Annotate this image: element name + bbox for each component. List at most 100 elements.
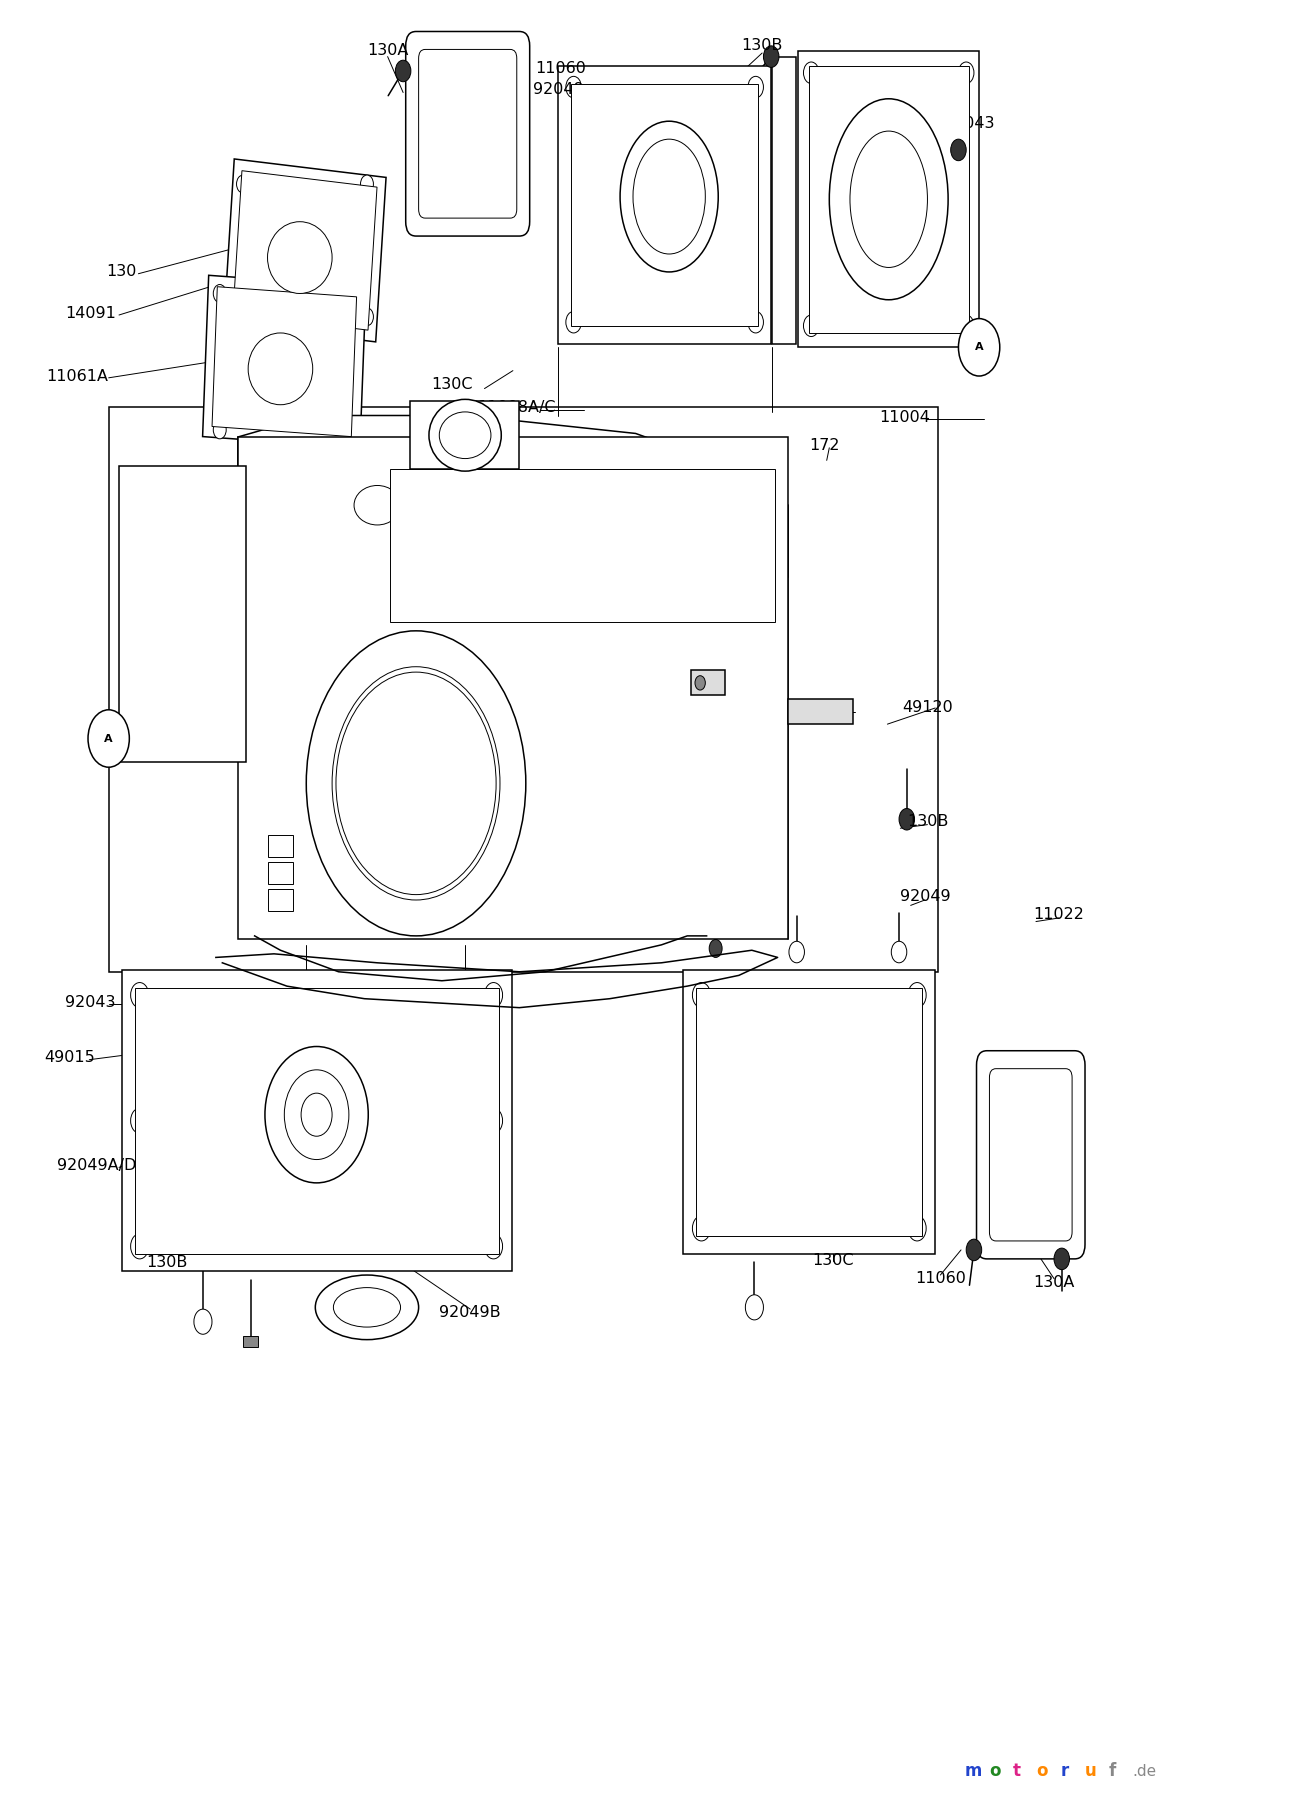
Text: .de: .de	[1132, 1764, 1156, 1778]
Circle shape	[148, 1051, 161, 1069]
FancyBboxPatch shape	[243, 1336, 258, 1346]
Circle shape	[578, 202, 589, 216]
Ellipse shape	[267, 221, 332, 293]
Text: 11004: 11004	[724, 864, 774, 880]
Circle shape	[748, 311, 764, 333]
Circle shape	[246, 902, 265, 927]
Ellipse shape	[315, 1274, 419, 1339]
Circle shape	[958, 319, 1000, 376]
FancyBboxPatch shape	[119, 466, 245, 761]
Text: 92139: 92139	[514, 549, 564, 565]
Circle shape	[502, 198, 515, 216]
Text: 11061A: 11061A	[47, 369, 109, 383]
Circle shape	[568, 776, 586, 801]
Text: 92049: 92049	[900, 889, 951, 904]
Circle shape	[131, 1109, 149, 1134]
Circle shape	[568, 648, 586, 673]
Text: 130C: 130C	[432, 378, 473, 392]
Ellipse shape	[429, 400, 501, 472]
Circle shape	[1058, 1220, 1071, 1238]
Circle shape	[1058, 1071, 1071, 1089]
FancyBboxPatch shape	[691, 670, 725, 695]
Circle shape	[908, 1215, 926, 1240]
Circle shape	[578, 130, 589, 144]
Circle shape	[568, 902, 586, 927]
Circle shape	[246, 776, 265, 801]
Circle shape	[958, 315, 974, 337]
Circle shape	[789, 941, 804, 963]
Circle shape	[131, 983, 149, 1008]
Text: 59071: 59071	[735, 671, 786, 688]
Circle shape	[306, 630, 525, 936]
Text: 49015: 49015	[44, 1051, 95, 1066]
FancyBboxPatch shape	[684, 970, 935, 1253]
Text: 11008/B: 11008/B	[724, 1186, 791, 1202]
Text: 130B: 130B	[742, 38, 783, 54]
Circle shape	[485, 1233, 502, 1258]
Text: 130B: 130B	[907, 814, 948, 828]
Circle shape	[578, 274, 589, 288]
Circle shape	[396, 59, 411, 81]
FancyBboxPatch shape	[410, 401, 519, 470]
Ellipse shape	[248, 333, 313, 405]
Circle shape	[289, 212, 302, 230]
Text: o: o	[1036, 1762, 1048, 1780]
Circle shape	[195, 1309, 211, 1334]
Circle shape	[420, 50, 433, 68]
Circle shape	[361, 175, 374, 193]
Circle shape	[991, 1220, 1004, 1238]
FancyBboxPatch shape	[436, 563, 499, 592]
Circle shape	[88, 709, 130, 767]
Circle shape	[236, 308, 249, 326]
Circle shape	[361, 308, 374, 326]
Circle shape	[746, 1294, 764, 1319]
Circle shape	[693, 983, 711, 1008]
Text: 130: 130	[106, 265, 136, 279]
Polygon shape	[211, 286, 357, 437]
Circle shape	[1054, 1247, 1070, 1269]
Circle shape	[565, 76, 581, 97]
Circle shape	[958, 61, 974, 83]
FancyBboxPatch shape	[390, 470, 776, 621]
Ellipse shape	[432, 529, 503, 601]
Text: 92043: 92043	[65, 995, 115, 1010]
Circle shape	[342, 284, 355, 302]
Circle shape	[420, 198, 433, 216]
Text: 92049A/D: 92049A/D	[57, 1157, 136, 1174]
FancyBboxPatch shape	[789, 698, 852, 724]
Ellipse shape	[333, 1287, 401, 1327]
Circle shape	[709, 940, 722, 958]
Text: 92043: 92043	[698, 841, 748, 855]
Text: 11022: 11022	[455, 61, 506, 76]
Text: 130A: 130A	[367, 43, 409, 58]
Text: 130C: 130C	[812, 1253, 853, 1269]
Polygon shape	[237, 416, 789, 578]
Text: r: r	[1061, 1762, 1069, 1780]
Ellipse shape	[850, 131, 927, 268]
Circle shape	[951, 139, 966, 160]
Circle shape	[457, 119, 475, 144]
Ellipse shape	[336, 671, 497, 895]
FancyBboxPatch shape	[267, 889, 293, 911]
Ellipse shape	[445, 544, 492, 587]
FancyBboxPatch shape	[122, 970, 511, 1271]
Text: 92043: 92043	[943, 115, 994, 131]
Text: 11060: 11060	[536, 61, 586, 76]
Circle shape	[693, 1215, 711, 1240]
Ellipse shape	[440, 412, 492, 459]
Circle shape	[891, 941, 907, 963]
Text: 11060: 11060	[914, 1271, 966, 1287]
Circle shape	[332, 666, 499, 900]
Ellipse shape	[354, 486, 401, 526]
Text: 11022: 11022	[1034, 907, 1084, 922]
Text: t: t	[1013, 1762, 1021, 1780]
Polygon shape	[233, 171, 377, 329]
Text: m: m	[965, 1762, 982, 1780]
Circle shape	[342, 421, 355, 439]
FancyBboxPatch shape	[109, 407, 938, 972]
FancyBboxPatch shape	[990, 1069, 1073, 1240]
Polygon shape	[202, 275, 366, 448]
Circle shape	[764, 45, 779, 67]
Ellipse shape	[620, 121, 719, 272]
Circle shape	[131, 1233, 149, 1258]
